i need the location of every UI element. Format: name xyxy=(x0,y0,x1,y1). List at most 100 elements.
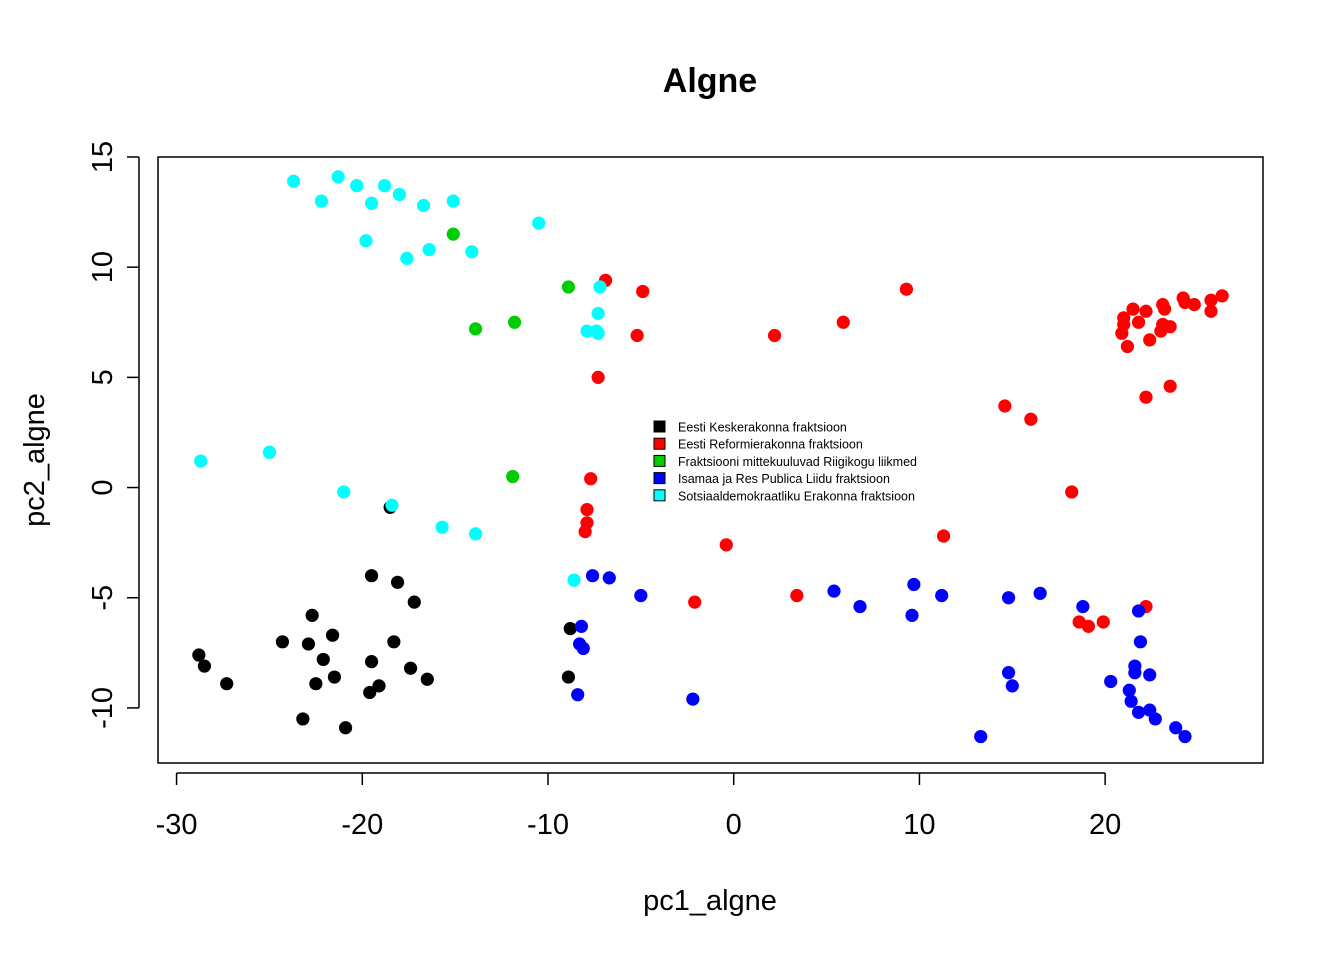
legend-label: Sotsiaaldemokraatliku Erakonna fraktsioo… xyxy=(678,489,915,503)
y-tick-label: 15 xyxy=(87,141,119,173)
data-point xyxy=(1139,390,1153,404)
data-point xyxy=(634,588,648,603)
x-axis: -30 -20 -10 0 10 20 xyxy=(156,772,1121,841)
data-point xyxy=(359,234,373,248)
data-point xyxy=(331,170,345,184)
y-tick-label: 0 xyxy=(87,479,119,495)
data-point xyxy=(420,672,434,686)
data-point xyxy=(316,652,330,667)
data-point xyxy=(314,194,329,208)
data-point xyxy=(407,595,421,609)
data-point xyxy=(194,454,208,468)
y-axis: -10 -5 0 5 10 15 xyxy=(87,141,140,729)
data-point xyxy=(468,322,483,336)
legend-label: Fraktsiooni mittekuuluvad Riigikogu liik… xyxy=(678,455,917,469)
data-point xyxy=(338,721,353,735)
data-point xyxy=(220,677,234,691)
x-tick-label: -30 xyxy=(156,809,198,841)
data-point xyxy=(827,584,841,598)
data-point xyxy=(325,628,340,642)
series-points xyxy=(446,227,576,484)
data-point xyxy=(1157,302,1172,316)
data-point xyxy=(571,688,585,702)
data-point xyxy=(1204,293,1218,307)
y-tick-label: 5 xyxy=(87,369,119,385)
data-point xyxy=(1033,586,1047,600)
data-point xyxy=(1139,304,1153,318)
data-points xyxy=(192,170,1229,744)
legend-swatch xyxy=(653,489,666,502)
data-point xyxy=(309,677,323,691)
legend-item: Fraktsiooni mittekuuluvad Riigikogu liik… xyxy=(653,454,917,469)
data-point xyxy=(446,194,460,208)
data-point xyxy=(377,179,392,193)
data-point xyxy=(1096,615,1110,629)
series-points xyxy=(571,569,1192,744)
data-point xyxy=(767,328,782,343)
data-point xyxy=(296,712,310,726)
data-point xyxy=(1215,289,1229,303)
data-point xyxy=(1204,304,1218,318)
data-point xyxy=(998,399,1012,413)
data-point xyxy=(1178,729,1192,744)
x-tick-label: -10 xyxy=(527,809,569,841)
data-point xyxy=(561,670,576,684)
y-axis-label: pc2_algne xyxy=(19,393,51,527)
data-point xyxy=(400,251,414,265)
data-point xyxy=(719,538,733,552)
data-point xyxy=(390,575,405,589)
data-point xyxy=(899,282,914,296)
data-point xyxy=(907,577,921,592)
data-point xyxy=(422,242,436,257)
data-point xyxy=(1133,635,1148,649)
legend-item: Sotsiaaldemokraatliku Erakonna fraktsioo… xyxy=(653,489,915,503)
data-point xyxy=(853,599,867,614)
data-point xyxy=(1122,683,1136,697)
series-points xyxy=(194,170,607,587)
data-point xyxy=(686,692,700,706)
x-tick-label: 0 xyxy=(726,809,742,841)
data-point xyxy=(392,187,407,202)
data-point xyxy=(576,641,590,656)
data-point xyxy=(1143,668,1157,682)
data-point xyxy=(630,328,644,343)
data-point xyxy=(1143,333,1157,347)
data-point xyxy=(364,196,379,210)
data-point xyxy=(836,315,850,329)
data-point xyxy=(385,498,399,512)
chart-title: Algne xyxy=(663,62,757,100)
data-point xyxy=(585,569,600,583)
data-point xyxy=(506,469,520,484)
data-point xyxy=(364,569,379,583)
legend: Eesti Keskerakonna fraktsioon Eesti Refor… xyxy=(653,420,917,503)
data-point xyxy=(1124,694,1138,708)
data-point xyxy=(286,174,301,188)
x-tick-label: 10 xyxy=(903,809,935,841)
data-point xyxy=(563,621,577,636)
data-point xyxy=(372,679,386,693)
legend-item: Isamaa ja Res Publica Liidu fraktsioon xyxy=(653,472,890,486)
data-point xyxy=(1131,705,1146,719)
data-point xyxy=(1126,302,1140,316)
legend-item: Eesti Reformierakonna fraktsioon xyxy=(653,437,863,452)
data-point xyxy=(1081,619,1096,633)
data-point xyxy=(532,216,546,230)
data-point xyxy=(688,595,702,609)
data-point xyxy=(1117,317,1131,332)
data-point xyxy=(363,685,377,700)
data-point xyxy=(636,284,650,299)
y-tick-label: -5 xyxy=(87,585,119,611)
series-points xyxy=(578,273,1229,633)
data-point xyxy=(580,324,594,338)
data-point xyxy=(416,198,431,213)
y-tick-label: -10 xyxy=(87,687,119,729)
data-point xyxy=(561,280,576,294)
data-point xyxy=(1005,679,1019,693)
data-point xyxy=(197,659,212,673)
data-point xyxy=(337,485,351,499)
data-point xyxy=(435,520,449,534)
data-point xyxy=(1120,339,1135,354)
data-point xyxy=(1128,666,1142,680)
data-point xyxy=(507,315,522,329)
